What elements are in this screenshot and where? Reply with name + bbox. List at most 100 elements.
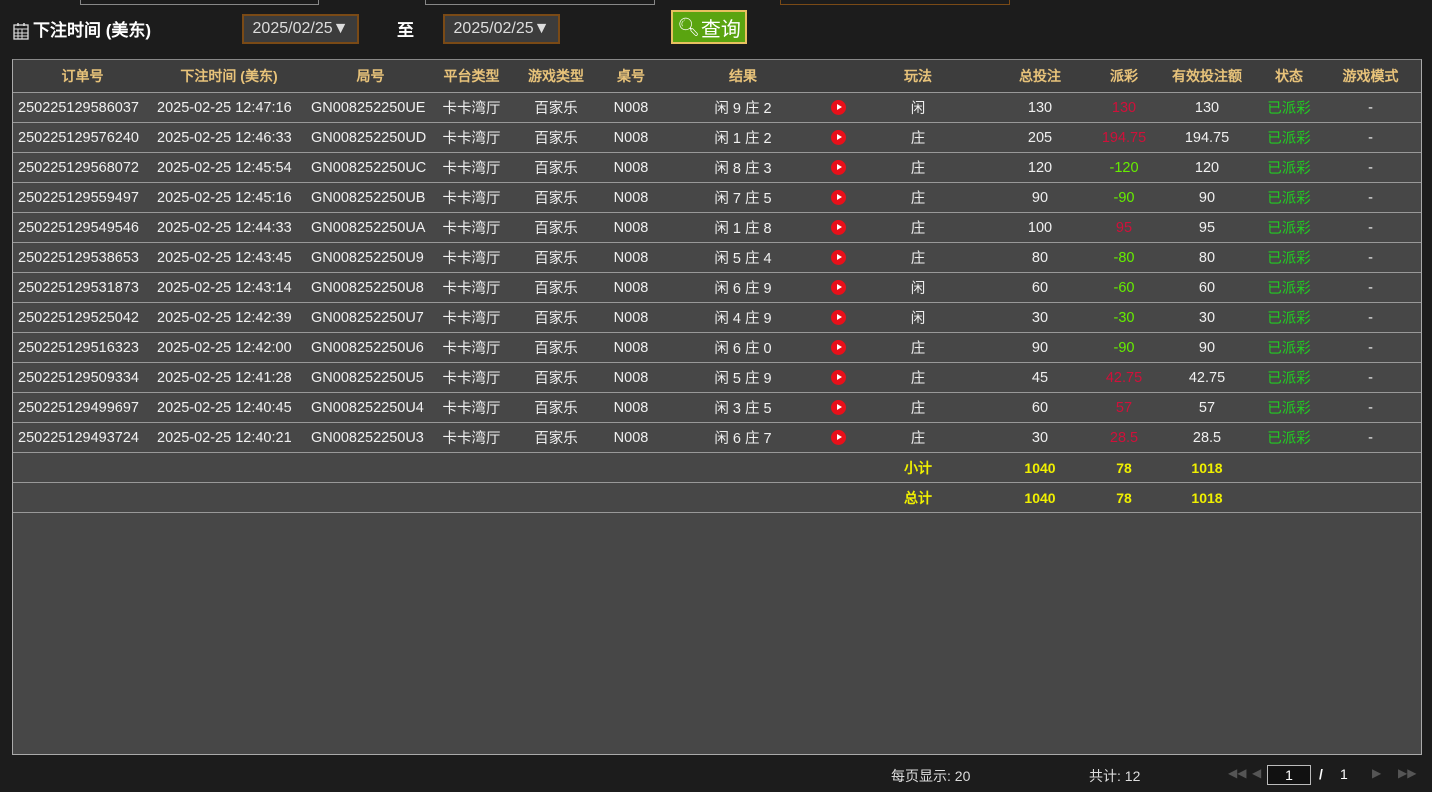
table-row[interactable]: 250225129538653 2025-02-25 12:43:45 GN0082… bbox=[13, 242, 1421, 273]
play-icon bbox=[830, 250, 846, 266]
cell-total-bet: 30 bbox=[988, 422, 1092, 453]
cell-payout: -30 bbox=[1092, 302, 1156, 333]
replay-button[interactable] bbox=[828, 332, 848, 363]
cell-platform: 卡卡湾厅 bbox=[435, 392, 508, 423]
empty-cell bbox=[508, 452, 604, 483]
table-row[interactable]: 250225129525042 2025-02-25 12:42:39 GN0082… bbox=[13, 302, 1421, 333]
cell-game-type: 百家乐 bbox=[508, 152, 604, 183]
table-row[interactable]: 250225129499697 2025-02-25 12:40:45 GN0082… bbox=[13, 392, 1421, 423]
cell-round-id: GN008252250U6 bbox=[306, 332, 435, 363]
cell-bet-type: 闲 bbox=[848, 92, 988, 123]
empty-cell bbox=[658, 452, 828, 483]
empty-cell bbox=[828, 482, 848, 513]
cell-order-id: 250225129576240 bbox=[13, 122, 152, 153]
replay-button[interactable] bbox=[828, 242, 848, 273]
cell-valid-bet: 95 bbox=[1156, 212, 1258, 243]
cell-result: 闲 6 庄 7 bbox=[658, 422, 828, 453]
end-date-select[interactable]: 2025/02/25▼ bbox=[443, 14, 560, 44]
first-page-icon[interactable]: ◀◀ bbox=[1228, 766, 1247, 780]
cell-status: 已派彩 bbox=[1258, 302, 1320, 333]
replay-button[interactable] bbox=[828, 272, 848, 303]
cell-result: 闲 1 庄 8 bbox=[658, 212, 828, 243]
cell-game-type: 百家乐 bbox=[508, 242, 604, 273]
empty-cell bbox=[1320, 482, 1421, 513]
cell-status: 已派彩 bbox=[1258, 332, 1320, 363]
table-row[interactable]: 250225129586037 2025-02-25 12:47:16 GN0082… bbox=[13, 92, 1421, 123]
cell-bet-type: 庄 bbox=[848, 422, 988, 453]
filter-label: 下注时间 (美东) bbox=[33, 20, 152, 40]
cell-payout: -90 bbox=[1092, 332, 1156, 363]
cell-payout: -80 bbox=[1092, 242, 1156, 273]
total-label: 总计 bbox=[848, 482, 988, 513]
total-valid-bet: 1018 bbox=[1156, 482, 1258, 513]
header-valid-bet: 有效投注额 bbox=[1156, 60, 1258, 93]
table-row[interactable]: 250225129559497 2025-02-25 12:45:16 GN0082… bbox=[13, 182, 1421, 213]
replay-button[interactable] bbox=[828, 182, 848, 213]
replay-button[interactable] bbox=[828, 152, 848, 183]
cell-game-type: 百家乐 bbox=[508, 422, 604, 453]
page-input[interactable] bbox=[1267, 765, 1311, 785]
cell-platform: 卡卡湾厅 bbox=[435, 92, 508, 123]
cell-total-bet: 80 bbox=[988, 242, 1092, 273]
table-row[interactable]: 250225129493724 2025-02-25 12:40:21 GN0082… bbox=[13, 422, 1421, 453]
cell-round-id: GN008252250U9 bbox=[306, 242, 435, 273]
cell-game-type: 百家乐 bbox=[508, 272, 604, 303]
cell-total-bet: 120 bbox=[988, 152, 1092, 183]
cell-status: 已派彩 bbox=[1258, 422, 1320, 453]
table-row[interactable]: 250225129516323 2025-02-25 12:42:00 GN0082… bbox=[13, 332, 1421, 363]
cell-result: 闲 5 庄 4 bbox=[658, 242, 828, 273]
cell-status: 已派彩 bbox=[1258, 242, 1320, 273]
cell-bet-time: 2025-02-25 12:43:45 bbox=[152, 242, 306, 273]
cell-game-type: 百家乐 bbox=[508, 212, 604, 243]
cell-game-type: 百家乐 bbox=[508, 362, 604, 393]
cell-valid-bet: 80 bbox=[1156, 242, 1258, 273]
start-date-select[interactable]: 2025/02/25▼ bbox=[242, 14, 359, 44]
cell-round-id: GN008252250U4 bbox=[306, 392, 435, 423]
header-result: 结果 bbox=[658, 60, 828, 93]
prev-page-icon[interactable]: ◀ bbox=[1252, 766, 1262, 780]
table-row[interactable]: 250225129576240 2025-02-25 12:46:33 GN0082… bbox=[13, 122, 1421, 153]
empty-cell bbox=[152, 452, 306, 483]
replay-button[interactable] bbox=[828, 362, 848, 393]
cell-order-id: 250225129559497 bbox=[13, 182, 152, 213]
cell-valid-bet: 90 bbox=[1156, 182, 1258, 213]
table-row[interactable]: 250225129509334 2025-02-25 12:41:28 GN0082… bbox=[13, 362, 1421, 393]
replay-button[interactable] bbox=[828, 392, 848, 423]
cell-result: 闲 6 庄 0 bbox=[658, 332, 828, 363]
next-page-icon[interactable]: ▶ bbox=[1372, 766, 1382, 780]
replay-button[interactable] bbox=[828, 302, 848, 333]
cell-platform: 卡卡湾厅 bbox=[435, 422, 508, 453]
empty-cell bbox=[152, 482, 306, 513]
page-separator: / bbox=[1319, 766, 1323, 782]
cell-game-mode: - bbox=[1320, 122, 1421, 153]
replay-button[interactable] bbox=[828, 122, 848, 153]
table-row[interactable]: 250225129531873 2025-02-25 12:43:14 GN0082… bbox=[13, 272, 1421, 303]
cell-platform: 卡卡湾厅 bbox=[435, 362, 508, 393]
table-row[interactable]: 250225129568072 2025-02-25 12:45:54 GN0082… bbox=[13, 152, 1421, 183]
cell-bet-time: 2025-02-25 12:45:54 bbox=[152, 152, 306, 183]
replay-button[interactable] bbox=[828, 92, 848, 123]
cell-total-bet: 30 bbox=[988, 302, 1092, 333]
empty-cell bbox=[1320, 452, 1421, 483]
cell-game-mode: - bbox=[1320, 422, 1421, 453]
search-button[interactable]: 🔍︎ 查询 bbox=[671, 10, 747, 44]
cell-game-mode: - bbox=[1320, 152, 1421, 183]
play-icon bbox=[830, 400, 846, 416]
header-game-mode: 游戏模式 bbox=[1320, 60, 1421, 93]
replay-button[interactable] bbox=[828, 422, 848, 453]
header-platform: 平台类型 bbox=[435, 60, 508, 93]
search-label: 查询 bbox=[700, 18, 741, 41]
last-page-icon[interactable]: ▶▶ bbox=[1398, 766, 1417, 780]
page-size[interactable]: 每页显示: 20 bbox=[891, 768, 971, 784]
play-icon bbox=[830, 100, 846, 116]
empty-cell bbox=[508, 482, 604, 513]
table-row[interactable]: 250225129549546 2025-02-25 12:44:33 GN0082… bbox=[13, 212, 1421, 243]
cell-round-id: GN008252250UE bbox=[306, 92, 435, 123]
header-table-no: 桌号 bbox=[604, 60, 658, 93]
cell-status: 已派彩 bbox=[1258, 212, 1320, 243]
total-pages: 1 bbox=[1340, 766, 1348, 782]
cell-result: 闲 8 庄 3 bbox=[658, 152, 828, 183]
cell-round-id: GN008252250U5 bbox=[306, 362, 435, 393]
cell-payout: -90 bbox=[1092, 182, 1156, 213]
replay-button[interactable] bbox=[828, 212, 848, 243]
